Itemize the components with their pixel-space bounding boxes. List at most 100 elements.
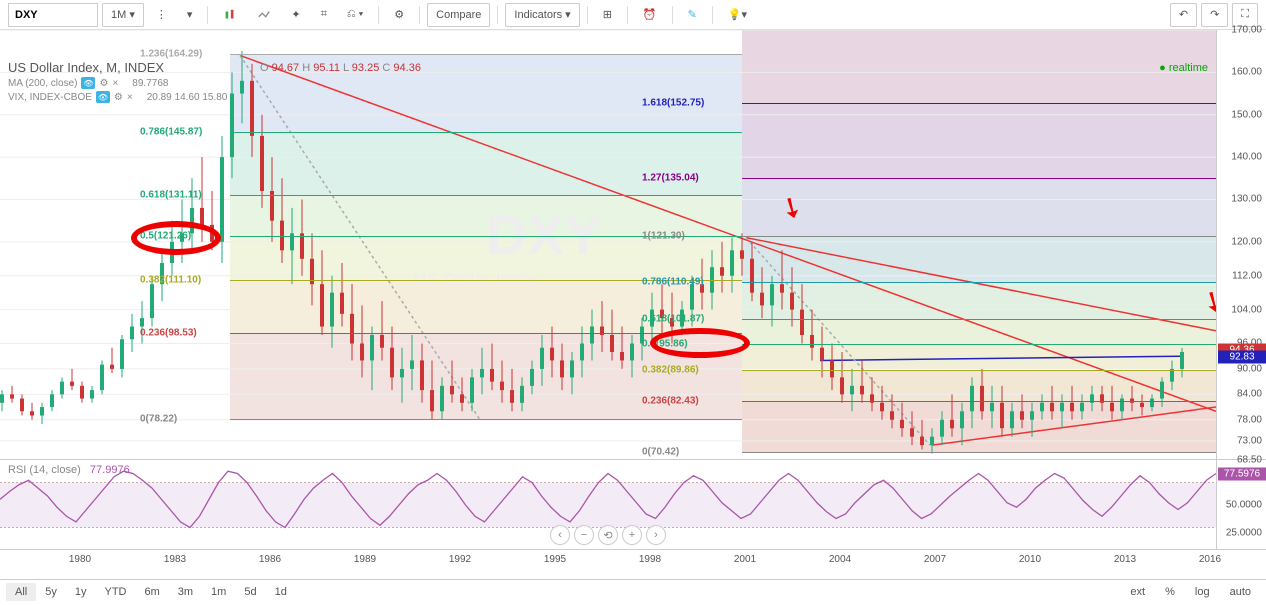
y-axis[interactable]: 68.5073.0078.0084.0090.0096.00104.00112.… [1216,30,1266,459]
price-tag-ma: 92.83 [1218,350,1266,363]
x-axis[interactable]: 1980198319861989199219951998200120042007… [0,550,1266,580]
range-5y[interactable]: 5y [36,583,66,601]
zoom-in-icon[interactable]: + [622,525,642,545]
eye-icon[interactable]: 👁 [96,91,110,103]
scale-log[interactable]: log [1186,583,1219,601]
fib-line[interactable] [742,103,1216,104]
fib-label: 0.236(82.43) [642,395,699,406]
template-icon[interactable]: ⊞ [595,3,620,27]
scale-ext[interactable]: ext [1121,583,1154,601]
range-all[interactable]: All [6,583,36,601]
x-tick: 2016 [1199,554,1221,565]
chart-title: US Dollar Index, M, INDEX [8,60,227,75]
fib-label: 0.618(101.87) [642,313,704,324]
y-tick: 150.00 [1231,109,1262,120]
rsi-panel[interactable]: RSI (14, close) 77.9976 ‹ − ⟲ + › 25.000… [0,460,1266,550]
ellipse-annotation[interactable] [131,221,221,255]
fib-label: 0(70.42) [642,446,679,457]
tool-icon-3[interactable]: ⎌ ▾ [339,3,371,27]
x-tick: 1998 [639,554,661,565]
vix-legend: VIX, INDEX-CBOE 👁 ⚙ × 20.89 14.60 15.80 [8,91,227,103]
undo-icon[interactable]: ↶ [1170,3,1197,27]
fib-line[interactable] [742,236,1216,237]
gear-icon[interactable]: ⚙ [386,3,412,27]
x-tick: 2007 [924,554,946,565]
x-tick: 2013 [1114,554,1136,565]
pencil-icon[interactable]: ✎ [680,3,705,27]
compare-icon[interactable] [249,3,279,27]
range-1d[interactable]: 1d [266,583,296,601]
y-tick: 104.00 [1231,304,1262,315]
fib-label: 0.618(131.11) [140,189,202,200]
fib-line[interactable] [742,178,1216,179]
rsi-tick: 50.0000 [1226,500,1262,511]
fib-line[interactable] [230,132,742,133]
fullscreen-icon[interactable]: ⛶ [1232,3,1258,27]
ma-legend: MA (200, close) 👁 ⚙ × 89.7768 [8,77,227,89]
symbol-input[interactable]: DXY [8,3,98,27]
y-tick: 112.00 [1232,270,1262,281]
realtime-badge: ● realtime [1159,62,1208,74]
rsi-tick: 25.0000 [1226,528,1262,539]
tool-icon-2[interactable]: ⌗ [313,3,335,27]
close-small-icon[interactable]: × [127,92,133,103]
range-5d[interactable]: 5d [235,583,265,601]
rsi-value-tag: 77.5976 [1218,467,1266,480]
main-chart[interactable]: DXY US Dollar Index 1.236(164.29)0.786(1… [0,30,1266,460]
range-6m[interactable]: 6m [135,583,168,601]
y-tick: 130.00 [1231,194,1262,205]
chart-legend: US Dollar Index, M, INDEX MA (200, close… [8,60,227,103]
fib-label: 0.786(145.87) [140,127,202,138]
fib-label: 0(78.22) [140,413,177,424]
top-toolbar: DXY 1M ▾ ⋮ ▾ ✦ ⌗ ⎌ ▾ ⚙ Compare Indicator… [0,0,1266,30]
zoom-reset-icon[interactable]: ⟲ [598,525,618,545]
y-tick: 84.00 [1237,389,1262,400]
fib-line[interactable] [742,344,1216,345]
y-tick: 73.00 [1237,435,1262,446]
close-small-icon[interactable]: × [112,78,118,89]
fib-line[interactable] [742,452,1216,453]
fib-label: 1.27(135.04) [642,173,699,184]
y-tick: 160.00 [1231,67,1262,78]
fib-line[interactable] [230,195,742,196]
fib-label: 0.382(111.10) [140,274,201,285]
zoom-controls: ‹ − ⟲ + › [550,525,666,545]
candles-icon[interactable] [215,3,245,27]
fib-line[interactable] [230,54,742,55]
range-3m[interactable]: 3m [169,583,202,601]
menu-icon[interactable]: ⋮ [148,3,175,27]
zoom-left-icon[interactable]: ‹ [550,525,570,545]
fib-line[interactable] [742,370,1216,371]
x-tick: 1995 [544,554,566,565]
fib-line[interactable] [742,282,1216,283]
y-tick: 120.00 [1231,236,1262,247]
zoom-out-icon[interactable]: − [574,525,594,545]
x-tick: 1992 [449,554,471,565]
bulb-icon[interactable]: 💡▾ [720,3,755,27]
redo-icon[interactable]: ↷ [1201,3,1228,27]
interval-select[interactable]: 1M ▾ [102,3,144,27]
range-1m[interactable]: 1m [202,583,235,601]
y-tick: 140.00 [1231,152,1262,163]
fib-line[interactable] [742,401,1216,402]
x-tick: 2004 [829,554,851,565]
tool-icon-1[interactable]: ✦ [283,3,308,27]
range-ytd[interactable]: YTD [95,583,135,601]
indicators-button[interactable]: Indicators ▾ [505,3,579,27]
rsi-y-axis[interactable]: 25.0000 50.0000 77.5976 [1216,460,1266,549]
range-1y[interactable]: 1y [66,583,96,601]
zoom-right-icon[interactable]: › [646,525,666,545]
settings-small-icon[interactable]: ⚙ [99,78,108,89]
x-tick: 1989 [354,554,376,565]
scale-%[interactable]: % [1156,583,1184,601]
eye-icon[interactable]: 👁 [81,77,95,89]
fib-line[interactable] [742,319,1216,320]
y-tick: 78.00 [1237,414,1262,425]
alert-icon[interactable]: ⏰ [635,3,665,27]
compare-button[interactable]: Compare [427,3,490,27]
scale-auto[interactable]: auto [1221,583,1260,601]
settings-small-icon[interactable]: ⚙ [114,92,123,103]
fib-line[interactable] [230,419,742,420]
fib-label: 1(121.30) [642,231,685,242]
dropdown-icon[interactable]: ▾ [179,3,201,27]
